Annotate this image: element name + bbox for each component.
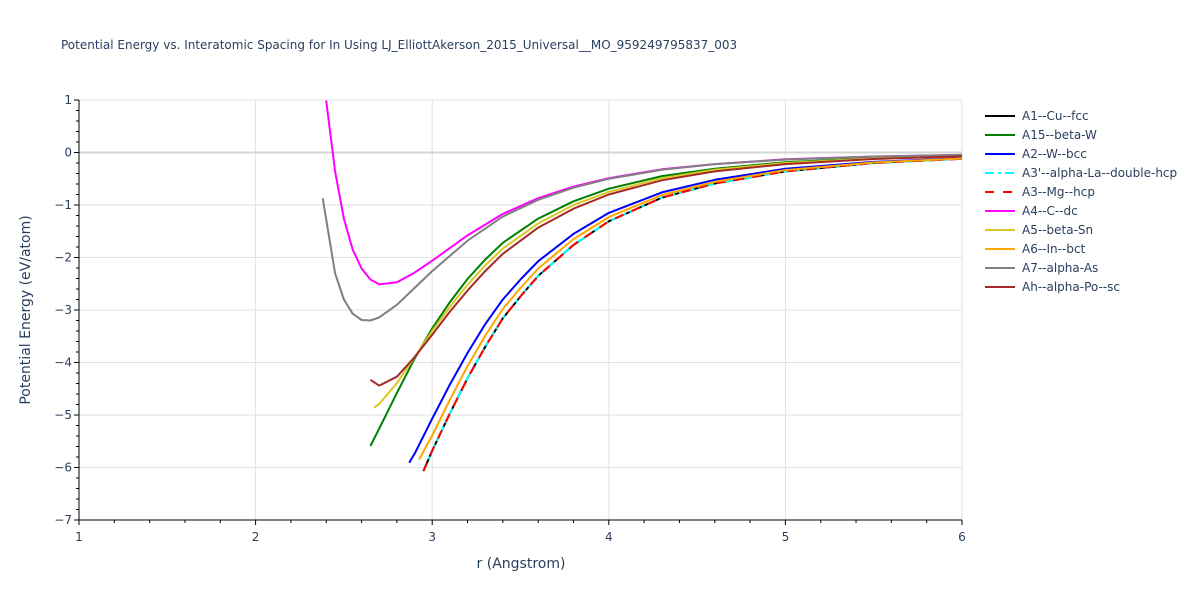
legend-item[interactable]: A3'--alpha-La--double-hcp <box>984 163 1177 182</box>
chart-title: Potential Energy vs. Interatomic Spacing… <box>61 38 738 52</box>
x-tick-label: 1 <box>75 530 83 544</box>
series-line-a3-alpha-la-double-hcp[interactable] <box>422 157 963 472</box>
y-tick-label: −3 <box>54 303 72 317</box>
y-tick-label: −5 <box>54 408 72 422</box>
axes: 1 2 3 4 5 6 1 0 −1 −2 −3 −4 −5 −6 −7 <box>54 93 966 544</box>
legend-label: Ah--alpha-Po--sc <box>1022 279 1120 294</box>
legend-item[interactable]: A6--In--bct <box>984 239 1177 258</box>
legend-item[interactable]: A7--alpha-As <box>984 258 1177 277</box>
series-line-a4-c-dc[interactable] <box>325 100 963 286</box>
legend: A1--Cu--fcc A15--beta-W A2--W--bcc A3'--alp… <box>984 106 1177 296</box>
y-tick-label: −7 <box>54 513 72 527</box>
legend-swatch-icon <box>985 228 1015 231</box>
series-line-a3-mg-hcp[interactable] <box>422 157 963 472</box>
series-line-a7-alpha-as[interactable] <box>321 153 963 322</box>
series-line-a6-in-bct[interactable] <box>418 157 963 461</box>
x-tick-label: 3 <box>428 530 436 544</box>
legend-label: A5--beta-Sn <box>1022 222 1094 237</box>
legend-label: A2--W--bcc <box>1022 146 1087 161</box>
y-tick-label: 1 <box>64 93 72 107</box>
legend-swatch-icon <box>985 247 1015 250</box>
legend-item[interactable]: A5--beta-Sn <box>984 220 1177 239</box>
legend-swatch-icon <box>985 266 1015 269</box>
legend-item[interactable]: Ah--alpha-Po--sc <box>984 277 1177 296</box>
legend-item[interactable]: A1--Cu--fcc <box>984 106 1177 125</box>
x-tick-label: 5 <box>782 530 790 544</box>
series-layer <box>321 100 963 472</box>
legend-swatch-icon <box>985 114 1015 117</box>
series-line-a2-w-bcc[interactable] <box>408 157 963 464</box>
x-tick-label: 4 <box>605 530 613 544</box>
y-tick-label: −4 <box>54 356 72 370</box>
legend-item[interactable]: A15--beta-W <box>984 125 1177 144</box>
legend-swatch-icon <box>985 152 1015 155</box>
gridlines <box>79 99 963 520</box>
legend-label: A7--alpha-As <box>1022 260 1099 275</box>
series-line-ah-alpha-po-sc[interactable] <box>369 155 963 387</box>
y-tick-label: −1 <box>54 198 72 212</box>
legend-label: A1--Cu--fcc <box>1022 108 1089 123</box>
y-tick-label: 0 <box>64 146 72 160</box>
x-tick-label: 6 <box>958 530 966 544</box>
legend-item[interactable]: A4--C--dc <box>984 201 1177 220</box>
x-axis-title: r (Angstrom) <box>477 556 566 572</box>
legend-label: A6--In--bct <box>1022 241 1086 256</box>
series-line-a1-cu-fcc[interactable] <box>422 157 963 472</box>
legend-swatch-icon <box>985 190 1015 193</box>
legend-swatch-icon <box>985 171 1015 174</box>
y-axis-title: Potential Energy (eV/atom) <box>18 215 34 404</box>
y-tick-label: −2 <box>54 251 72 265</box>
legend-swatch-icon <box>985 209 1015 212</box>
legend-label: A15--beta-W <box>1022 127 1097 142</box>
legend-item[interactable]: A2--W--bcc <box>984 144 1177 163</box>
legend-swatch-icon <box>985 285 1015 288</box>
legend-label: A3'--alpha-La--double-hcp <box>1022 165 1178 180</box>
y-tick-label: −6 <box>54 461 72 475</box>
legend-label: A4--C--dc <box>1022 203 1078 218</box>
x-tick-label: 2 <box>252 530 260 544</box>
series-line-a5-beta-sn[interactable] <box>373 155 963 409</box>
legend-label: A3--Mg--hcp <box>1022 184 1095 199</box>
legend-item[interactable]: A3--Mg--hcp <box>984 182 1177 201</box>
legend-swatch-icon <box>985 133 1015 136</box>
